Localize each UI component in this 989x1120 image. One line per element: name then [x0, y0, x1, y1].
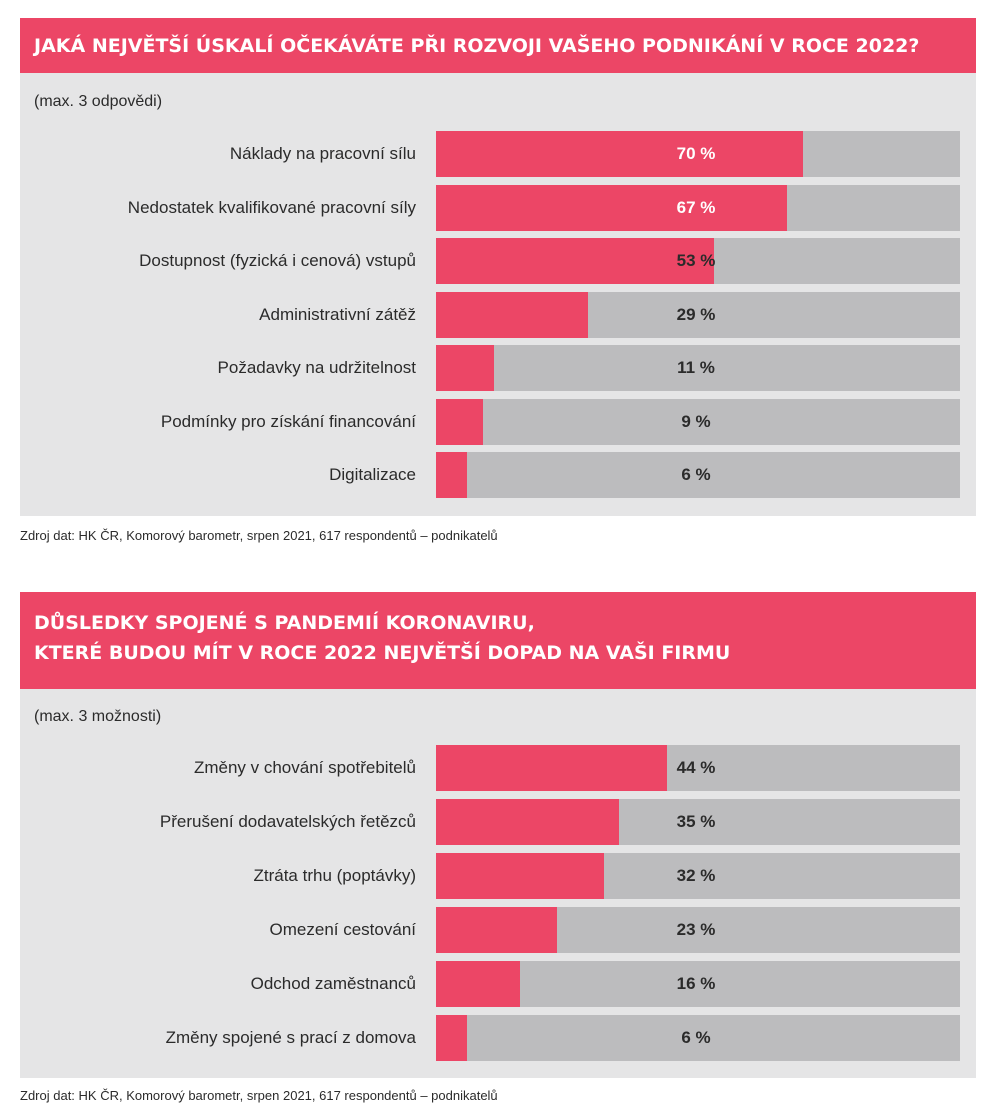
chart2-bar-track: 44 % — [436, 745, 960, 791]
chart1-title-text: JAKÁ NEJVĚTŠÍ ÚSKALÍ OČEKÁVÁTE PŘI ROZVO… — [34, 35, 920, 57]
chart1-bar-track: 67 % — [436, 185, 960, 231]
chart1-category-label: Náklady na pracovní sílu — [229, 144, 416, 163]
chart1-value-label: 70 % — [676, 144, 716, 163]
chart2-bar-track: 16 % — [436, 961, 960, 1007]
chart2-bar — [436, 853, 604, 899]
chart2-category-label: Odchod zaměstnanců — [250, 974, 416, 993]
chart1-bar-track: 11 % — [436, 345, 960, 391]
chart1-bar-track: 29 % — [436, 292, 960, 338]
chart2-bar — [436, 1015, 468, 1061]
chart1-category-label: Dostupnost (fyzická i cenová) vstupů — [139, 251, 416, 270]
chart2-category-label: Přerušení dodavatelských řetězců — [159, 812, 416, 831]
chart1-value-label: 9 % — [681, 412, 711, 431]
chart1-note: (max. 3 odpovědi) — [34, 93, 163, 110]
chart1-bar — [436, 238, 714, 284]
chart1-title: JAKÁ NEJVĚTŠÍ ÚSKALÍ OČEKÁVÁTE PŘI ROZVO… — [20, 18, 976, 73]
chart1-panel: JAKÁ NEJVĚTŠÍ ÚSKALÍ OČEKÁVÁTE PŘI ROZVO… — [20, 18, 976, 516]
chart1-category-label: Digitalizace — [329, 465, 416, 484]
chart1-bar — [436, 399, 484, 445]
chart2-title-line-2: KTERÉ BUDOU MÍT V ROCE 2022 NEJVĚTŠÍ DOP… — [34, 642, 731, 664]
chart2-bar — [436, 799, 620, 845]
chart1-value-label: 6 % — [681, 465, 711, 484]
chart2-category-label: Omezení cestování — [269, 920, 416, 939]
chart2-bar — [436, 745, 667, 791]
chart1-bar-track: 6 % — [436, 452, 960, 498]
chart1-bar-track: 9 % — [436, 399, 960, 445]
chart1-value-label: 11 % — [677, 358, 715, 377]
chart2-title-line-1: DŮSLEDKY SPOJENÉ S PANDEMIÍ KORONAVIRU, — [34, 612, 535, 634]
chart2-note: (max. 3 možnosti) — [34, 708, 162, 725]
chart1-bar-track: 70 % — [436, 131, 960, 177]
chart1-value-label: 67 % — [676, 198, 716, 217]
chart2-bar — [436, 907, 557, 953]
chart2-value-label: 23 % — [676, 920, 716, 939]
chart1-category-label: Požadavky na udržitelnost — [217, 358, 416, 377]
chart2-source: Zdroj dat: HK ČR, Komorový barometr, srp… — [20, 1088, 498, 1103]
chart2-bar-track: 6 % — [436, 1015, 960, 1061]
chart1-value-label: 29 % — [676, 305, 716, 324]
chart2-bar-track: 35 % — [436, 799, 960, 845]
chart1-category-label: Administrativní zátěž — [259, 305, 416, 324]
chart1-bar-track: 53 % — [436, 238, 960, 284]
chart2-bar-track: 23 % — [436, 907, 960, 953]
chart2-category-label: Změny v chování spotřebitelů — [193, 758, 416, 777]
chart1-source: Zdroj dat: HK ČR, Komorový barometr, srp… — [20, 528, 498, 543]
chart1-bar — [436, 185, 788, 231]
chart2-category-label: Změny spojené s prací z domova — [165, 1028, 416, 1047]
chart1-value-label: 53 % — [676, 251, 716, 270]
chart2-bar-track: 32 % — [436, 853, 960, 899]
chart2-category-label: Ztráta trhu (poptávky) — [253, 866, 416, 885]
chart2-value-label: 32 % — [676, 866, 716, 885]
chart2-value-label: 35 % — [676, 812, 716, 831]
chart1-bar — [436, 345, 494, 391]
chart1-bar — [436, 292, 588, 338]
chart2-value-label: 6 % — [681, 1028, 711, 1047]
chart1-bar — [436, 131, 803, 177]
chart2-value-label: 16 % — [676, 974, 716, 993]
chart1-bar — [436, 452, 468, 498]
chart1-category-label: Podmínky pro získání financování — [160, 412, 416, 431]
chart2-value-label: 44 % — [676, 758, 716, 777]
chart1-category-label: Nedostatek kvalifikované pracovní síly — [127, 198, 416, 217]
chart2-title: DŮSLEDKY SPOJENÉ S PANDEMIÍ KORONAVIRU, … — [20, 592, 976, 689]
chart2-bar — [436, 961, 520, 1007]
chart2-panel: DŮSLEDKY SPOJENÉ S PANDEMIÍ KORONAVIRU, … — [20, 592, 976, 1078]
